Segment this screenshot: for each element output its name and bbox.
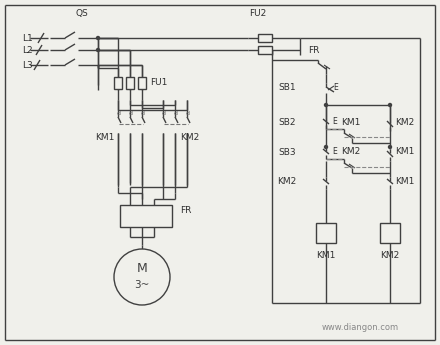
Text: KM1: KM1	[341, 118, 361, 127]
Bar	[258, 34, 272, 42]
Text: KM2: KM2	[396, 118, 414, 127]
Text: M: M	[137, 263, 147, 276]
Text: d: d	[117, 110, 121, 116]
Bar	[258, 46, 272, 54]
Text: FU1: FU1	[150, 78, 167, 87]
Bar	[114, 77, 122, 89]
Circle shape	[324, 104, 327, 107]
Bar	[120, 205, 172, 227]
Bar	[316, 223, 336, 243]
Text: FR: FR	[308, 46, 319, 55]
Text: E: E	[333, 147, 337, 156]
Text: KM1: KM1	[395, 147, 414, 156]
Text: KM2: KM2	[380, 250, 400, 259]
Text: KM2: KM2	[341, 147, 361, 156]
Circle shape	[96, 49, 99, 51]
Text: L2: L2	[22, 46, 33, 55]
Text: E: E	[334, 82, 338, 91]
Text: d: d	[174, 110, 178, 116]
Text: KM1: KM1	[316, 250, 336, 259]
Text: QS: QS	[76, 9, 88, 18]
Circle shape	[389, 146, 392, 148]
Text: FU2: FU2	[249, 9, 267, 18]
Bar	[138, 77, 146, 89]
Text: FR: FR	[180, 206, 191, 215]
Text: SB1: SB1	[279, 82, 296, 91]
Text: d: d	[186, 110, 190, 116]
Text: E: E	[333, 117, 337, 126]
Text: KM2: KM2	[180, 132, 200, 141]
Text: SB2: SB2	[279, 118, 296, 127]
Circle shape	[114, 249, 170, 305]
Circle shape	[389, 104, 392, 107]
Text: 3~: 3~	[134, 280, 150, 290]
Text: KM1: KM1	[95, 132, 115, 141]
Text: www.diangon.com: www.diangon.com	[322, 323, 399, 332]
Bar	[126, 77, 134, 89]
Text: KM1: KM1	[395, 177, 414, 186]
Text: L3: L3	[22, 60, 33, 69]
Text: d: d	[141, 110, 145, 116]
Text: d: d	[129, 110, 133, 116]
Circle shape	[96, 37, 99, 39]
Text: SB3: SB3	[279, 148, 296, 157]
Bar	[380, 223, 400, 243]
Text: L1: L1	[22, 33, 33, 42]
Circle shape	[324, 146, 327, 148]
Text: d: d	[162, 110, 166, 116]
Text: KM2: KM2	[277, 177, 296, 186]
